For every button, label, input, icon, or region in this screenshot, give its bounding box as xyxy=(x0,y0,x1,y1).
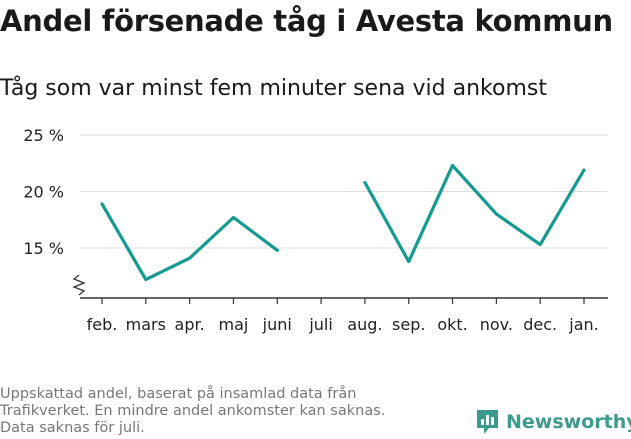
brand-logo: Newsworthy xyxy=(475,407,631,437)
x-tick-label: juni xyxy=(262,315,292,334)
line-chart: 15 % 20 % 25 % feb. mars apr. maj juni juli aug. s… xyxy=(23,126,608,334)
x-tick-label: feb. xyxy=(87,315,118,334)
footnote-line: Uppskattad andel, baserat på insamlad da… xyxy=(0,386,357,402)
x-tick-label: apr. xyxy=(175,315,205,334)
footnote-line: Trafikverket. En mindre andel ankomster … xyxy=(0,403,386,419)
footnote: Uppskattad andel, baserat på insamlad da… xyxy=(0,386,450,437)
axis-break-icon xyxy=(72,274,86,296)
y-tick-label: 25 % xyxy=(23,126,64,145)
x-tick-label: sep. xyxy=(392,315,425,334)
chart-title: Andel försenade tåg i Avesta kommun xyxy=(0,4,613,38)
x-tick-label: juli xyxy=(308,315,332,334)
y-tick-label: 20 % xyxy=(23,183,64,202)
x-tick-label: maj xyxy=(219,315,249,334)
x-tick-label: aug. xyxy=(347,315,382,334)
x-tick-label: dec. xyxy=(523,315,557,334)
footnote-line: Data saknas för juli. xyxy=(0,420,145,436)
x-tick-label: mars xyxy=(126,315,166,334)
y-tick-label: 15 % xyxy=(23,239,64,258)
newsworthy-logo-icon xyxy=(477,410,498,434)
series-line xyxy=(100,202,279,282)
chart-subtitle: Tåg som var minst fem minuter sena vid a… xyxy=(0,76,547,101)
series-line xyxy=(363,163,586,264)
x-tick-label: nov. xyxy=(480,315,513,334)
brand-name: Newsworthy xyxy=(506,411,631,433)
x-tick-label: jan. xyxy=(568,315,598,334)
x-tick-label: okt. xyxy=(437,315,467,334)
